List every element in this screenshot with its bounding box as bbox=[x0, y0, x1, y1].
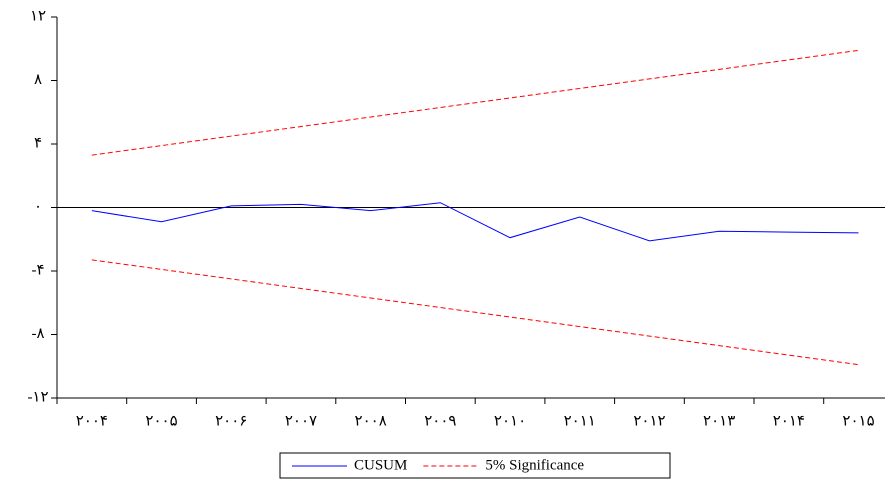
x-tick-label: ۲۰۱۱ bbox=[564, 413, 596, 429]
x-tick-label: ۲۰۰۷ bbox=[285, 413, 317, 429]
x-tick-label: ۲۰۱۴ bbox=[773, 413, 805, 429]
x-tick-label: ۲۰۰۸ bbox=[355, 413, 387, 429]
y-tick-label: -۸ bbox=[31, 326, 44, 342]
x-tick-label: ۲۰۰۵ bbox=[145, 413, 177, 429]
y-tick-label: -۴ bbox=[31, 262, 44, 278]
x-tick-label: ۲۰۱۵ bbox=[842, 413, 874, 429]
x-tick-label: ۲۰۰۶ bbox=[215, 413, 247, 429]
line-series bbox=[91, 259, 859, 366]
y-tick-label: -۱۲ bbox=[27, 389, 48, 405]
line-series bbox=[91, 202, 859, 242]
legend-label: CUSUM bbox=[354, 457, 407, 473]
y-tick-label: ۰ bbox=[34, 199, 42, 215]
x-tick-label: ۲۰۱۳ bbox=[703, 413, 735, 429]
legend-label: 5% Significance bbox=[485, 457, 584, 473]
line-series bbox=[91, 49, 859, 156]
y-tick-label: ۱۲ bbox=[30, 8, 46, 24]
x-tick-label: ۲۰۱۲ bbox=[633, 413, 665, 429]
x-tick-label: ۲۰۰۴ bbox=[76, 413, 108, 429]
x-tick-label: ۲۰۱۰ bbox=[494, 413, 526, 429]
y-tick-label: ۴ bbox=[34, 135, 42, 151]
x-tick-label: ۲۰۰۹ bbox=[424, 413, 456, 429]
y-tick-label: ۸ bbox=[34, 72, 42, 88]
